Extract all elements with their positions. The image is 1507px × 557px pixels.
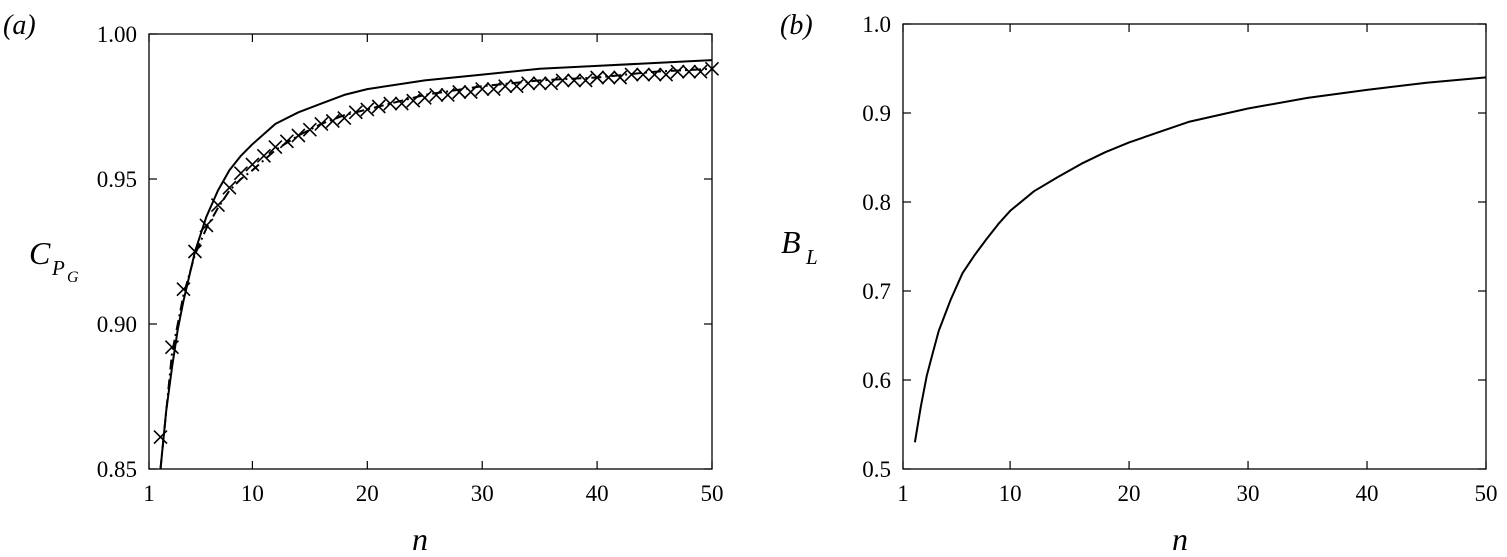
series-line-solid	[913, 76, 1487, 443]
panel-b-label: (b)	[780, 10, 813, 41]
cross-marker	[463, 84, 478, 100]
y-axis-label-a-subsub: G	[67, 269, 79, 286]
panel-a-label: (a)	[3, 10, 36, 41]
series-line-dash-dot	[159, 67, 713, 470]
cross-marker	[555, 73, 570, 88]
cross-marker	[383, 96, 398, 111]
y-ticks-a: 0.85 0.90 0.95 1.00	[97, 22, 712, 482]
cross-marker	[693, 64, 708, 79]
cross-marker	[613, 70, 628, 85]
cross-marker	[406, 93, 421, 108]
y-tick-label: 0.5	[862, 457, 891, 482]
cross-marker	[176, 282, 191, 297]
cross-marker	[509, 79, 524, 94]
cross-marker	[498, 79, 513, 94]
x-axis-label-b: n	[1172, 521, 1188, 557]
x-axis-label-a: n	[412, 521, 428, 557]
y-axis-label-a-sub: P	[51, 256, 65, 280]
cross-marker	[601, 70, 616, 85]
cross-marker	[647, 67, 662, 82]
cross-marker	[268, 140, 283, 155]
cross-marker	[452, 84, 467, 100]
x-tick-label: 1	[897, 481, 909, 506]
y-tick-label: 1.0	[862, 12, 891, 37]
cross-marker	[429, 87, 444, 102]
cross-marker	[681, 64, 697, 79]
cross-marker	[394, 96, 409, 111]
cross-marker	[658, 67, 674, 82]
cross-marker	[325, 113, 340, 129]
series-group-a	[153, 59, 720, 470]
cross-marker	[256, 148, 271, 163]
cross-marker	[199, 218, 214, 233]
y-tick-label: 0.85	[97, 457, 137, 482]
cross-marker	[245, 157, 260, 172]
chart-panel-a: (a) 1 10 20 30 40 50 0.85 0.90 0.95 1.00 n C P G	[3, 10, 724, 557]
series-group-b	[913, 76, 1487, 443]
cross-marker	[279, 134, 294, 149]
cross-marker	[440, 87, 455, 102]
cross-marker	[222, 180, 237, 195]
x-tick-label: 30	[471, 481, 494, 506]
y-axis-label-b: B L	[781, 224, 818, 269]
cross-marker	[302, 122, 317, 137]
cross-marker	[544, 76, 559, 91]
cross-marker	[704, 61, 720, 76]
x-tick-label: 40	[1356, 481, 1379, 506]
y-tick-label: 0.7	[862, 279, 891, 304]
cross-marker	[371, 99, 386, 114]
cross-marker	[314, 116, 329, 131]
plot-frame-b	[902, 23, 1487, 470]
y-tick-label: 0.90	[97, 312, 137, 337]
cross-marker	[670, 64, 685, 79]
y-axis-label-b-sub: L	[805, 245, 818, 269]
cross-marker	[233, 166, 248, 181]
y-axis-label-a-main: C	[29, 235, 51, 271]
series-line-solid	[159, 59, 713, 470]
cross-marker	[567, 73, 582, 88]
cross-marker	[578, 73, 593, 88]
x-ticks-b: 1 10 20 30 40 50	[897, 24, 1498, 506]
cross-marker	[417, 90, 432, 105]
cross-marker	[210, 198, 226, 213]
cross-marker	[337, 111, 352, 126]
x-tick-label: 40	[586, 481, 609, 506]
x-ticks-a: 1 10 20 30 40 50	[143, 34, 724, 506]
cross-marker	[475, 82, 490, 97]
x-tick-label: 50	[1475, 481, 1498, 506]
y-tick-label: 0.9	[862, 101, 891, 126]
y-tick-label: 1.00	[97, 22, 137, 47]
cross-marker	[360, 102, 375, 117]
x-tick-label: 20	[1118, 481, 1141, 506]
cross-marker	[153, 430, 168, 445]
plot-frame-a	[148, 33, 713, 470]
cross-marker	[291, 128, 306, 143]
x-tick-label: 50	[701, 481, 724, 506]
cross-marker	[521, 76, 536, 91]
x-tick-label: 10	[241, 481, 264, 506]
cross-marker	[187, 244, 203, 259]
y-tick-label: 0.95	[97, 167, 137, 192]
x-tick-label: 1	[143, 481, 155, 506]
y-tick-label: 0.6	[862, 368, 891, 393]
x-tick-label: 30	[1237, 481, 1260, 506]
chart-panel-b: (b) 1 10 20 30 40 50 0.5 0.6 0.7 0.8 0.9 1.0 n B L	[780, 10, 1498, 557]
x-tick-label: 20	[356, 481, 379, 506]
y-axis-label-b-main: B	[781, 224, 801, 260]
cross-marker	[486, 82, 501, 97]
cross-marker	[532, 76, 547, 91]
y-ticks-b: 0.5 0.6 0.7 0.8 0.9 1.0	[862, 12, 1486, 482]
cross-marker	[635, 67, 651, 82]
cross-marker	[590, 70, 605, 85]
x-tick-label: 10	[999, 481, 1022, 506]
y-axis-label-a: C P G	[29, 235, 79, 286]
y-tick-label: 0.8	[862, 190, 891, 215]
cross-marker	[348, 105, 363, 120]
cross-marker	[164, 340, 180, 355]
cross-marker	[624, 67, 639, 82]
